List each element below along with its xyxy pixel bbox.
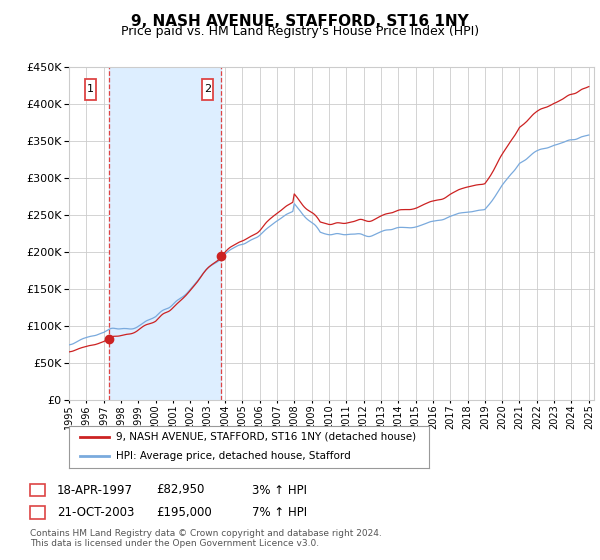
Text: Price paid vs. HM Land Registry's House Price Index (HPI): Price paid vs. HM Land Registry's House … <box>121 25 479 38</box>
Text: 18-APR-1997: 18-APR-1997 <box>57 483 133 497</box>
FancyBboxPatch shape <box>85 79 96 100</box>
Bar <box>109 67 221 400</box>
Text: 1: 1 <box>87 85 94 95</box>
Text: £195,000: £195,000 <box>156 506 212 519</box>
Text: 9, NASH AVENUE, STAFFORD, ST16 1NY: 9, NASH AVENUE, STAFFORD, ST16 1NY <box>131 14 469 29</box>
Text: 2: 2 <box>34 506 41 519</box>
Text: 7% ↑ HPI: 7% ↑ HPI <box>252 506 307 519</box>
Text: Contains HM Land Registry data © Crown copyright and database right 2024.
This d: Contains HM Land Registry data © Crown c… <box>30 529 382 548</box>
Text: 21-OCT-2003: 21-OCT-2003 <box>57 506 134 519</box>
Text: 1: 1 <box>34 483 41 497</box>
Text: 3% ↑ HPI: 3% ↑ HPI <box>252 483 307 497</box>
FancyBboxPatch shape <box>202 79 213 100</box>
Text: HPI: Average price, detached house, Stafford: HPI: Average price, detached house, Staf… <box>116 451 350 461</box>
Text: 2: 2 <box>204 85 211 95</box>
Text: £82,950: £82,950 <box>156 483 205 497</box>
Text: 9, NASH AVENUE, STAFFORD, ST16 1NY (detached house): 9, NASH AVENUE, STAFFORD, ST16 1NY (deta… <box>116 432 416 442</box>
